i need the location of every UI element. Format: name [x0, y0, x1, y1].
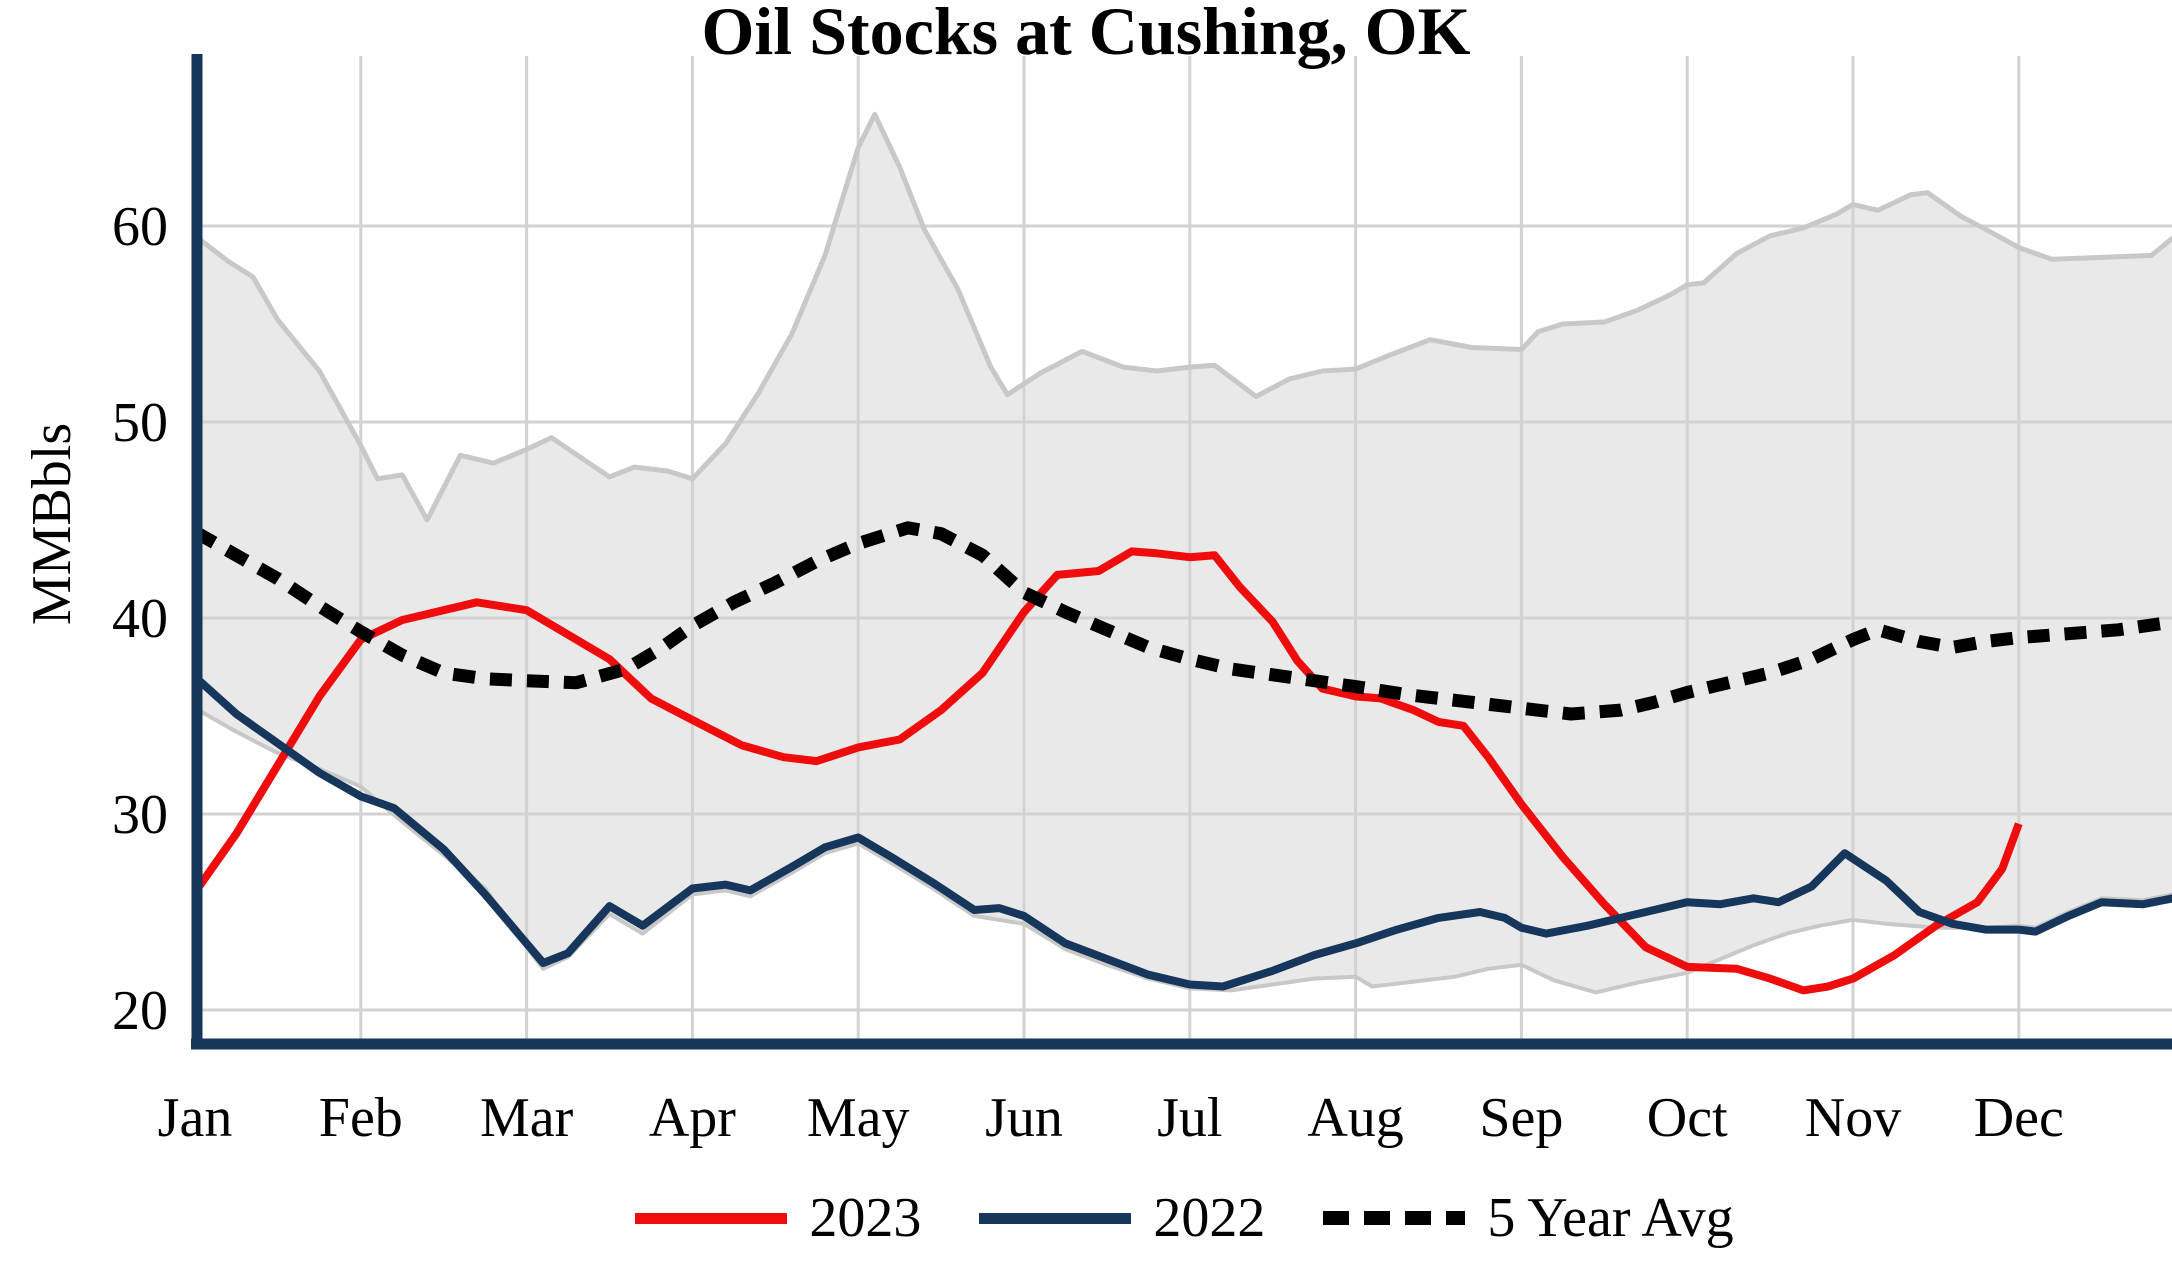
x-tick-label-may: May — [807, 1087, 910, 1149]
y-tick-label-60: 60 — [112, 196, 168, 258]
y-tick-label-20: 20 — [112, 980, 168, 1042]
x-tick-label-mar: Mar — [480, 1087, 574, 1149]
series-line-2023 — [191, 547, 2023, 995]
legend-label-2022: 2022 — [1153, 1187, 1266, 1249]
series-line-2022 — [192, 673, 2172, 991]
y-tick-label-40: 40 — [112, 588, 168, 650]
x-tick-label-nov: Nov — [1805, 1087, 1901, 1149]
series-line-5-year-avg — [191, 521, 2172, 721]
chart-title: Oil Stocks at Cushing, OK — [701, 0, 1471, 69]
x-tick-label-aug: Aug — [1307, 1087, 1403, 1149]
x-tick-label-apr: Apr — [649, 1087, 736, 1149]
x-tick-label-feb: Feb — [319, 1087, 403, 1149]
y-tick-label-30: 30 — [112, 784, 168, 846]
x-tick-label-jul: Jul — [1157, 1087, 1222, 1149]
legend-swatch-2023-red-line — [635, 1212, 788, 1224]
x-tick-label-sep: Sep — [1479, 1087, 1563, 1149]
legend-label-2023: 2023 — [809, 1187, 922, 1249]
x-tick-label-dec: Dec — [1974, 1087, 2064, 1149]
legend-swatch-2022-navy-line — [979, 1212, 1132, 1224]
band-top-edge — [193, 111, 2172, 523]
chart-legend: 2023 2022 5 Year Avg — [197, 1168, 2172, 1268]
legend-swatch-5yr-avg-dotted-line — [1323, 1211, 1466, 1225]
x-tick-label-jan: Jan — [158, 1087, 233, 1149]
x-tick-label-jun: Jun — [985, 1087, 1063, 1149]
legend-item-2023: 2023 — [635, 1190, 921, 1246]
y-tick-label-50: 50 — [112, 392, 168, 454]
legend-item-2022: 2022 — [979, 1190, 1265, 1246]
legend-label-5-year-avg: 5 Year Avg — [1487, 1187, 1734, 1249]
x-tick-label-oct: Oct — [1647, 1087, 1728, 1149]
legend-item-5-year-avg: 5 Year Avg — [1323, 1187, 1734, 1249]
